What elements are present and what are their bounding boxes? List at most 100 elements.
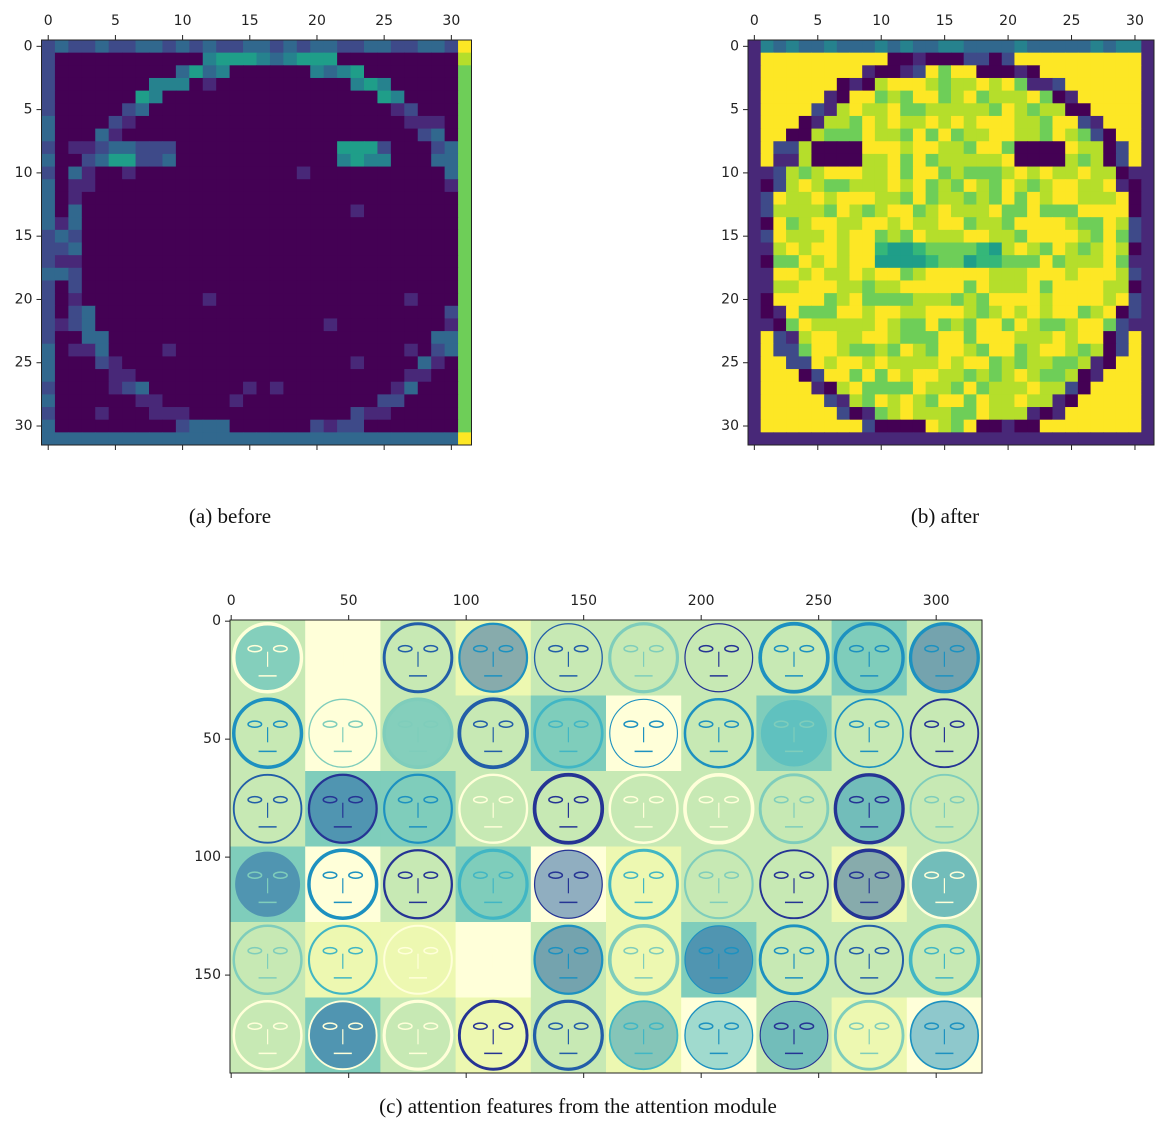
pixel <box>324 230 338 243</box>
pixel <box>162 116 176 129</box>
x-tick-label: 0 <box>750 13 759 29</box>
pixel <box>1103 243 1116 256</box>
pixel <box>1002 53 1015 66</box>
pixel <box>748 280 761 293</box>
pixel <box>900 356 913 369</box>
pixel <box>773 129 786 142</box>
pixel <box>95 141 109 154</box>
pixel <box>377 243 391 256</box>
pixel <box>162 103 176 116</box>
x-tick-label: 25 <box>1063 13 1081 29</box>
pixel <box>404 356 418 369</box>
pixel <box>162 344 176 357</box>
pixel <box>862 217 875 230</box>
pixel <box>283 167 297 180</box>
pixel <box>257 369 271 382</box>
pixel <box>900 420 913 433</box>
pixel <box>811 382 824 395</box>
pixel <box>243 116 257 129</box>
pixel <box>799 394 812 407</box>
pixel <box>888 331 901 344</box>
pixel <box>811 255 824 268</box>
pixel <box>900 65 913 78</box>
pixel <box>377 420 391 433</box>
pixel <box>351 344 365 357</box>
pixel <box>189 179 203 192</box>
pixel <box>162 331 176 344</box>
pixel <box>900 382 913 395</box>
pixel <box>364 344 378 357</box>
pixel <box>109 369 123 382</box>
pixel <box>1065 217 1078 230</box>
x-tick-label: 25 <box>375 13 393 29</box>
pixel <box>189 103 203 116</box>
pixel <box>837 78 850 91</box>
pixel <box>377 154 391 167</box>
pixel <box>42 217 56 230</box>
pixel <box>243 129 257 142</box>
pixel <box>850 154 863 167</box>
pixel <box>1103 306 1116 319</box>
pixel <box>203 318 217 331</box>
pixel <box>1065 255 1078 268</box>
pixel <box>1091 306 1104 319</box>
pixel <box>216 192 230 205</box>
pixel <box>1027 407 1040 420</box>
pixel <box>458 53 472 66</box>
pixel <box>337 394 351 407</box>
pixel <box>1141 141 1154 154</box>
pixel <box>283 369 297 382</box>
pixel <box>964 407 977 420</box>
pixel <box>773 432 786 445</box>
pixel <box>176 420 190 433</box>
pixel <box>351 65 365 78</box>
pixel <box>391 53 405 66</box>
pixel <box>230 141 244 154</box>
pixel <box>364 141 378 154</box>
pixel <box>257 53 271 66</box>
pixel <box>799 230 812 243</box>
pixel <box>1040 230 1053 243</box>
x-tick-label: 20 <box>999 13 1017 29</box>
pixel <box>431 192 445 205</box>
pixel <box>1065 369 1078 382</box>
pixel <box>203 65 217 78</box>
pixel <box>310 369 324 382</box>
pixel <box>310 394 324 407</box>
pixel <box>900 53 913 66</box>
pixel <box>875 78 888 91</box>
pixel <box>95 318 109 331</box>
pixel <box>761 369 774 382</box>
pixel <box>1014 230 1027 243</box>
pixel <box>149 116 163 129</box>
pixel <box>1040 65 1053 78</box>
pixel <box>283 280 297 293</box>
pixel <box>297 129 311 142</box>
pixel <box>799 255 812 268</box>
pixel <box>297 91 311 104</box>
pixel <box>136 331 150 344</box>
pixel <box>1065 293 1078 306</box>
pixel <box>900 306 913 319</box>
pixel <box>95 217 109 230</box>
pixel <box>270 230 284 243</box>
pixel <box>1002 167 1015 180</box>
pixel <box>95 53 109 66</box>
pixel <box>875 255 888 268</box>
pixel <box>391 205 405 218</box>
pixel <box>257 116 271 129</box>
pixel <box>418 331 432 344</box>
pixel <box>351 243 365 256</box>
pixel <box>773 154 786 167</box>
pixel <box>1065 394 1078 407</box>
pixel <box>786 217 799 230</box>
x-tick-label: 30 <box>1126 13 1144 29</box>
pixel <box>109 382 123 395</box>
pixel <box>1129 78 1142 91</box>
pixel <box>1091 356 1104 369</box>
pixel <box>786 230 799 243</box>
pixel <box>391 344 405 357</box>
pixel <box>391 141 405 154</box>
pixel <box>109 103 123 116</box>
pixel <box>1141 40 1154 53</box>
